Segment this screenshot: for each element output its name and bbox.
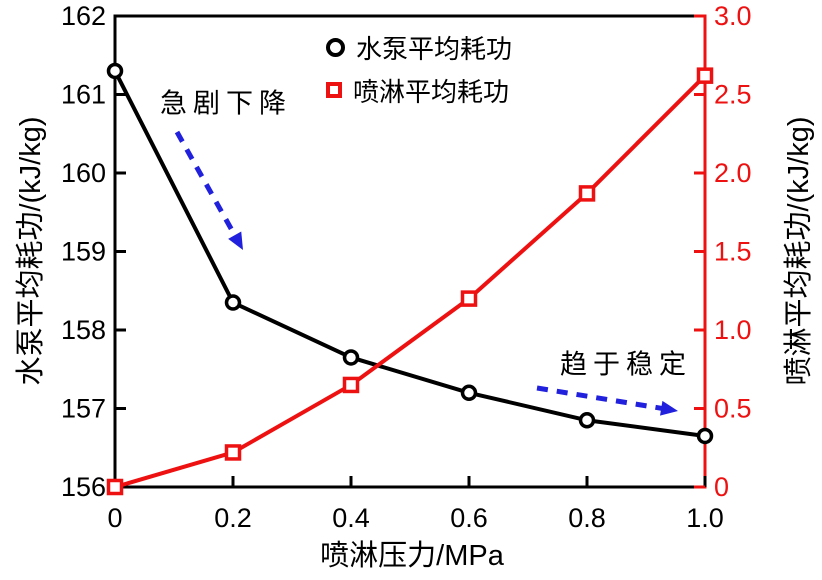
right-axis-tick-label: 0.5 [714,394,752,424]
right-axis-tick-label: 2.5 [714,80,752,110]
x-axis-title: 喷淋压力/MPa [320,540,504,572]
legend-item-spray: 喷淋平均耗功 [326,71,512,109]
right-axis-tick-label: 1.0 [714,315,752,345]
annotation-arrow-dash [536,385,663,411]
data-point-square [342,376,360,394]
series-line-right [113,73,707,489]
legend-item-pump: 水泵平均耗功 [326,28,512,66]
annotation-sharp-decline: 急剧下降 [160,88,292,119]
data-point-square [578,185,596,202]
data-point-circle [578,412,596,429]
data-point-circle [106,62,124,80]
annotation-arrowhead-icon [228,231,243,250]
series-line-left [113,68,707,438]
left-axis-tick-label: 160 [61,158,106,188]
right-axis-tick-label: 2.0 [714,158,752,188]
x-axis-tick-label: 0.2 [214,503,252,533]
left-axis-title: 水泵平均耗功/(kJ/kg) [15,116,47,386]
right-axis-title: 喷淋平均耗功/(kJ/kg) [783,116,815,386]
annotation-arrowhead-icon [660,400,678,416]
left-axis-tick-label: 161 [61,80,106,110]
x-axis-tick-label: 0 [107,503,122,533]
legend: 水泵平均耗功 喷淋平均耗功 [326,28,512,109]
left-axis-tick-label: 156 [61,472,106,502]
x-axis-tick-label: 0.4 [332,503,370,533]
data-point-square [106,478,124,496]
right-axis-tick-label: 3.0 [714,1,752,31]
data-point-circle [696,427,714,445]
left-axis-tick-label: 158 [61,315,106,345]
legend-label-pump: 水泵平均耗功 [356,33,513,64]
x-axis-tick-label: 0.6 [450,503,488,533]
right-axis-tick-label: 1.5 [714,237,752,267]
left-axis-tick-label: 162 [61,1,106,31]
x-axis-tick-label: 1.0 [686,503,724,533]
left-axis-tick-label: 157 [61,394,106,424]
data-point-square [224,444,242,461]
right-axis-tick-label: 0 [714,472,729,502]
data-point-circle [460,384,478,402]
annotation-stabilize: 趋于稳定 [560,349,692,380]
data-point-circle [224,294,242,311]
annotation-arrow-dash [174,130,238,238]
data-point-square [460,290,478,307]
data-point-circle [342,349,360,366]
spray-square-marker-icon [326,82,342,98]
legend-label-spray: 喷淋平均耗功 [353,76,510,107]
pump-circle-marker-icon [326,37,345,57]
data-point-square [696,67,714,84]
x-axis-tick-label: 0.8 [568,503,606,533]
left-axis-tick-label: 159 [61,237,106,267]
